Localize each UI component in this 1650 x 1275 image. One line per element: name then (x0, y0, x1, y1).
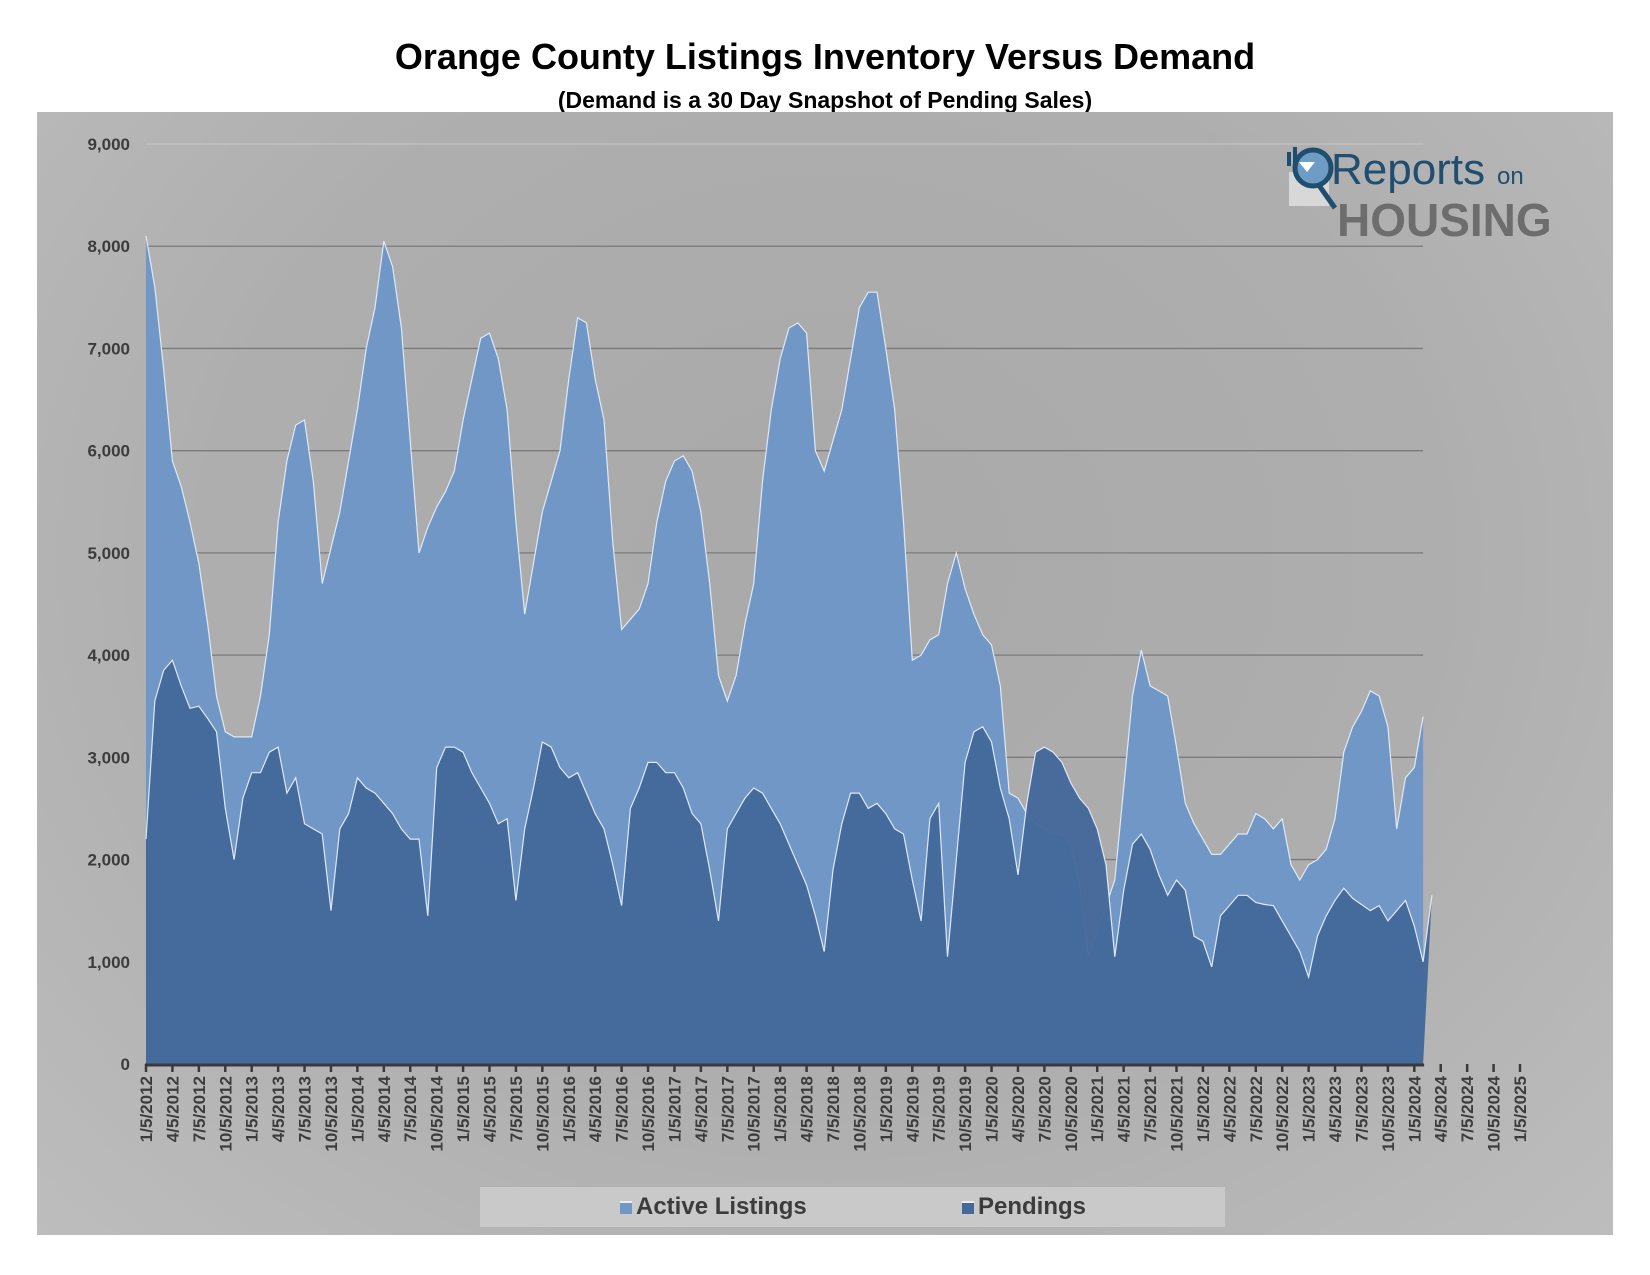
logo-text-on: on (1497, 163, 1524, 190)
x-tick-label: 10/5/2020 (1062, 1076, 1081, 1152)
x-tick-label: 1/5/2015 (454, 1076, 473, 1142)
legend-label-pendings: Pendings (978, 1193, 1087, 1220)
logo-icon: Reports on HOUSING (1287, 145, 1552, 246)
x-tick-label: 7/5/2016 (613, 1076, 632, 1142)
y-tick-label: 8,000 (87, 237, 130, 256)
x-axis: 1/5/2012 4/5/2012 7/5/2012 10/5/2012 1/5/201… (137, 1063, 1530, 1152)
x-tick-label: 10/5/2015 (533, 1076, 552, 1152)
x-tick-label: 1/5/2013 (243, 1076, 262, 1142)
x-tick-label: 10/5/2018 (850, 1076, 869, 1152)
y-tick-label: 1,000 (87, 953, 130, 972)
x-tick-label: 1/5/2016 (560, 1076, 579, 1142)
legend-swatch-pendings (962, 1200, 974, 1214)
legend-label-active: Active Listings (636, 1193, 807, 1220)
chart-title: Orange County Listings Inventory Versus … (394, 36, 1256, 77)
x-tick-label: 1/5/2018 (771, 1076, 790, 1142)
x-tick-label: 10/5/2024 (1485, 1075, 1504, 1151)
x-tick-label: 1/5/2023 (1300, 1076, 1319, 1142)
y-tick-label: 4,000 (87, 646, 130, 665)
x-tick-label: 4/5/2022 (1220, 1076, 1239, 1142)
x-tick-label: 4/5/2015 (481, 1076, 500, 1142)
x-tick-label: 4/5/2023 (1326, 1076, 1345, 1142)
x-tick-label: 7/5/2024 (1458, 1075, 1477, 1142)
logo-text-reports: Reports (1331, 145, 1485, 194)
x-tick-label: 7/5/2021 (1141, 1076, 1160, 1142)
y-tick-label: 2,000 (87, 851, 130, 870)
series-areas (145, 235, 1433, 1064)
x-tick-label: 10/5/2013 (322, 1076, 341, 1152)
x-tick-label: 7/5/2018 (824, 1076, 843, 1142)
reports-on-housing-logo: Reports on HOUSING (1285, 142, 1555, 246)
area-outline-active-listings (145, 235, 1424, 957)
x-tick-label: 10/5/2021 (1168, 1076, 1187, 1152)
x-tick-label: 4/5/2021 (1115, 1076, 1134, 1142)
x-tick-label: 1/5/2021 (1088, 1076, 1107, 1142)
x-tick-label: 10/5/2016 (639, 1076, 658, 1152)
y-tick-label: 9,000 (87, 135, 130, 154)
y-tick-label: 6,000 (87, 442, 130, 461)
chart-legend: Active Listings Pendings (480, 1187, 1225, 1227)
area-pendings (146, 660, 1432, 1064)
x-tick-label: 7/5/2020 (1035, 1076, 1054, 1142)
x-tick-label: 10/5/2017 (745, 1076, 764, 1152)
x-tick-label: 7/5/2015 (507, 1076, 526, 1142)
x-tick-label: 7/5/2014 (401, 1075, 420, 1142)
x-tick-label: 1/5/2012 (137, 1076, 156, 1142)
legend-swatch-active (620, 1200, 632, 1214)
legend-item-active-listings: Active Listings (620, 1193, 807, 1221)
x-tick-label: 4/5/2019 (903, 1076, 922, 1142)
y-axis: 0 1,000 2,000 3,000 4,000 5,000 6,000 7,000 8,00… (87, 135, 130, 1074)
x-tick-label: 10/5/2019 (956, 1076, 975, 1152)
x-tick-label: 10/5/2012 (216, 1076, 235, 1152)
legend-item-pendings: Pendings (962, 1193, 1086, 1221)
x-tick-label: 1/5/2020 (983, 1076, 1002, 1142)
x-tick-label: 7/5/2013 (296, 1076, 315, 1142)
x-tick-label: 4/5/2016 (586, 1076, 605, 1142)
x-tick-label: 4/5/2020 (1009, 1076, 1028, 1142)
x-tick-label: 7/5/2019 (930, 1076, 949, 1142)
x-tick-label: 4/5/2012 (163, 1076, 182, 1142)
x-tick-label: 4/5/2014 (375, 1075, 394, 1142)
x-tick-label: 10/5/2023 (1379, 1076, 1398, 1152)
x-tick-label: 10/5/2022 (1273, 1076, 1292, 1152)
x-tick-label: 1/5/2025 (1511, 1076, 1530, 1142)
x-tick-label: 10/5/2014 (428, 1075, 447, 1151)
x-tick-label: 4/5/2018 (798, 1076, 817, 1142)
y-tick-label: 3,000 (87, 748, 130, 767)
x-tick-label: 4/5/2017 (692, 1076, 711, 1142)
x-tick-label: 1/5/2024 (1405, 1075, 1424, 1142)
x-tick-label: 7/5/2012 (190, 1076, 209, 1142)
chart-subtitle: (Demand is a 30 Day Snapshot of Pending … (557, 87, 1093, 113)
y-tick-label: 7,000 (87, 339, 130, 358)
x-tick-label: 7/5/2023 (1352, 1076, 1371, 1142)
x-tick-label: 1/5/2014 (348, 1075, 367, 1142)
x-tick-label: 4/5/2024 (1432, 1075, 1451, 1142)
x-tick-label: 1/5/2022 (1194, 1076, 1213, 1142)
x-tick-label: 4/5/2013 (269, 1076, 288, 1142)
x-tick-label: 1/5/2019 (877, 1076, 896, 1142)
logo-text-housing: HOUSING (1337, 194, 1552, 242)
x-tick-label: 7/5/2022 (1247, 1076, 1266, 1142)
y-tick-label: 5,000 (87, 544, 130, 563)
y-tick-label: 0 (121, 1055, 130, 1074)
x-tick-label: 7/5/2017 (718, 1076, 737, 1142)
x-tick-label: 1/5/2017 (665, 1076, 684, 1142)
